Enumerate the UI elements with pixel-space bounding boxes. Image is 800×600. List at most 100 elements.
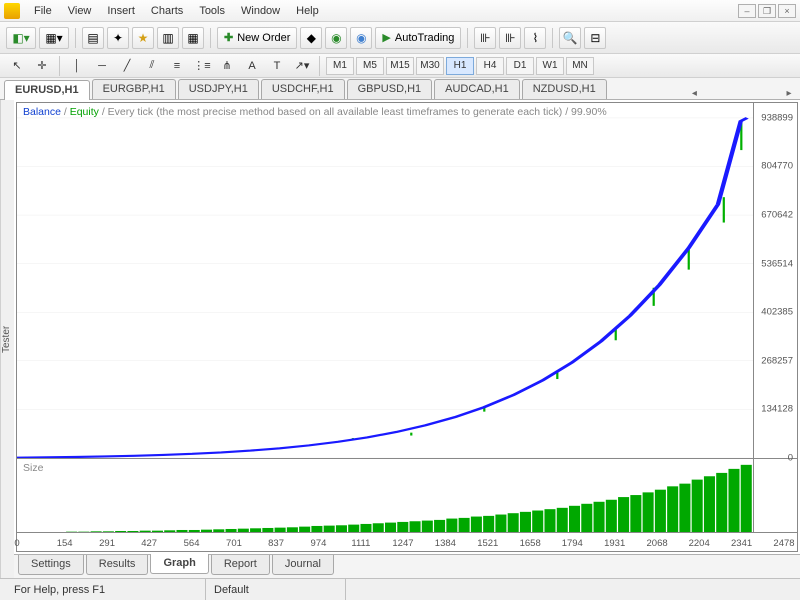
chart-tab[interactable]: NZDUSD,H1 [522,79,607,99]
data-window-button[interactable]: ★ [132,27,154,49]
strategy-tester-button[interactable]: ▦ [182,27,204,49]
x-tick: 1111 [351,538,370,549]
chart-tab[interactable]: USDJPY,H1 [178,79,259,99]
status-profile: Default [206,579,346,600]
hline-button[interactable]: ─ [91,57,113,75]
zoom-in-button[interactable]: 🔍 [559,27,581,49]
menu-help[interactable]: Help [288,5,327,17]
chart-tab[interactable]: AUDCAD,H1 [434,79,520,99]
chart-tab[interactable]: EURGBP,H1 [92,79,176,99]
new-order-label: New Order [237,32,290,44]
y-tick: 670642 [761,210,793,221]
tester-tab-journal[interactable]: Journal [272,555,334,575]
chart-tab[interactable]: USDCHF,H1 [261,79,345,99]
menu-charts[interactable]: Charts [143,5,191,17]
trendline-button[interactable]: ╱ [116,57,138,75]
plus-icon: ✚ [224,31,233,44]
y-tick: 402385 [761,307,793,318]
profiles-button[interactable]: ▦▾ [39,27,69,49]
new-order-button[interactable]: ✚ New Order [217,27,297,49]
new-chart-button[interactable]: ◧▾ [6,27,36,49]
market-watch-button[interactable]: ▤ [82,27,104,49]
text-label-button[interactable]: A [241,57,263,75]
chart-tab[interactable]: GBPUSD,H1 [347,79,433,99]
x-tick: 1521 [477,538,498,549]
timeframe-m5[interactable]: M5 [356,57,384,75]
menu-tools[interactable]: Tools [191,5,233,17]
balance-chart: Balance / Equity / Every tick (the most … [17,103,797,459]
menubar: File View Insert Charts Tools Window Hel… [0,0,800,22]
chart-bar-button[interactable]: ⊪ [474,27,496,49]
terminal-button[interactable]: ▥ [157,27,179,49]
chart-tab-strip: EURUSD,H1EURGBP,H1USDJPY,H1USDCHF,H1GBPU… [0,78,800,100]
app-icon [4,3,20,19]
chart-candle-button[interactable]: ⊪ [499,27,521,49]
chart-caption: / Every tick (the most precise method ba… [102,106,607,118]
crosshair-button[interactable]: ✛ [31,57,53,75]
tester-tab-graph[interactable]: Graph [150,554,208,574]
x-tick: 2068 [647,538,668,549]
timeframe-m15[interactable]: M15 [386,57,414,75]
x-tick: 1247 [392,538,413,549]
x-tick: 701 [226,538,242,549]
x-tick: 1658 [520,538,541,549]
x-tick: 0 [14,538,19,549]
menu-window[interactable]: Window [233,5,288,17]
x-tick: 2204 [689,538,710,549]
x-tick: 564 [184,538,200,549]
timeframe-h4[interactable]: H4 [476,57,504,75]
cursor-button[interactable]: ↖ [6,57,28,75]
y-tick: 268257 [761,355,793,366]
navigator-button[interactable]: ✦ [107,27,129,49]
zoom-out-button[interactable]: ⊟ [584,27,606,49]
toolbar-main: ◧▾ ▦▾ ▤ ✦ ★ ▥ ▦ ✚ New Order ◆ ◉ ◉ ▶ Auto… [0,22,800,54]
x-tick: 1931 [604,538,625,549]
timeframe-m30[interactable]: M30 [416,57,444,75]
alerts-button[interactable]: ◉ [350,27,372,49]
x-tick: 974 [311,538,327,549]
timeframe-m1[interactable]: M1 [326,57,354,75]
chart-tab[interactable]: EURUSD,H1 [4,80,90,100]
metaquotes-button[interactable]: ◆ [300,27,322,49]
tester-tab-settings[interactable]: Settings [18,555,84,575]
minimize-button[interactable]: – [738,4,756,18]
close-button[interactable]: × [778,4,796,18]
chart-line-button[interactable]: ⌇ [524,27,546,49]
x-tick: 2478 [773,538,794,549]
fibo-button[interactable]: ≡ [166,57,188,75]
x-tick: 427 [141,538,157,549]
equity-label: Equity [70,106,99,118]
play-icon: ▶ [382,31,390,44]
auto-trading-button[interactable]: ▶ AutoTrading [375,27,461,49]
menu-insert[interactable]: Insert [99,5,143,17]
chart-legend: Balance / Equity / Every tick (the most … [23,106,607,118]
timeframe-w1[interactable]: W1 [536,57,564,75]
text-button[interactable]: T [266,57,288,75]
menu-view[interactable]: View [60,5,100,17]
size-chart: Size [17,459,797,533]
andrews-button[interactable]: ⋔ [216,57,238,75]
menu-file[interactable]: File [26,5,60,17]
toolbar-drawing: ↖ ✛ │ ─ ╱ ⫽ ≡ ⋮≡ ⋔ A T ↗▾ M1M5M15M30H1H4… [0,54,800,78]
vline-button[interactable]: │ [66,57,88,75]
tester-sidebar-label[interactable]: Tester [0,100,14,578]
arrow-button[interactable]: ↗▾ [291,57,313,75]
tester-tab-report[interactable]: Report [211,555,270,575]
tester-tab-results[interactable]: Results [86,555,149,575]
maximize-button[interactable]: ❐ [758,4,776,18]
timeframe-d1[interactable]: D1 [506,57,534,75]
status-bar: For Help, press F1 Default [0,578,800,600]
x-tick: 154 [57,538,73,549]
tab-prev-button[interactable]: ◂ [687,88,701,99]
y-tick: 536514 [761,258,793,269]
x-tick: 2341 [731,538,752,549]
tester-graph-panel: Balance / Equity / Every tick (the most … [16,102,798,552]
channel-button[interactable]: ⫽ [141,57,163,75]
fibo-ext-button[interactable]: ⋮≡ [191,57,213,75]
tab-next-button[interactable]: ▸ [782,88,796,99]
timeframe-mn[interactable]: MN [566,57,594,75]
signals-button[interactable]: ◉ [325,27,347,49]
balance-label: Balance [23,106,61,118]
timeframe-h1[interactable]: H1 [446,57,474,75]
x-tick: 291 [99,538,115,549]
